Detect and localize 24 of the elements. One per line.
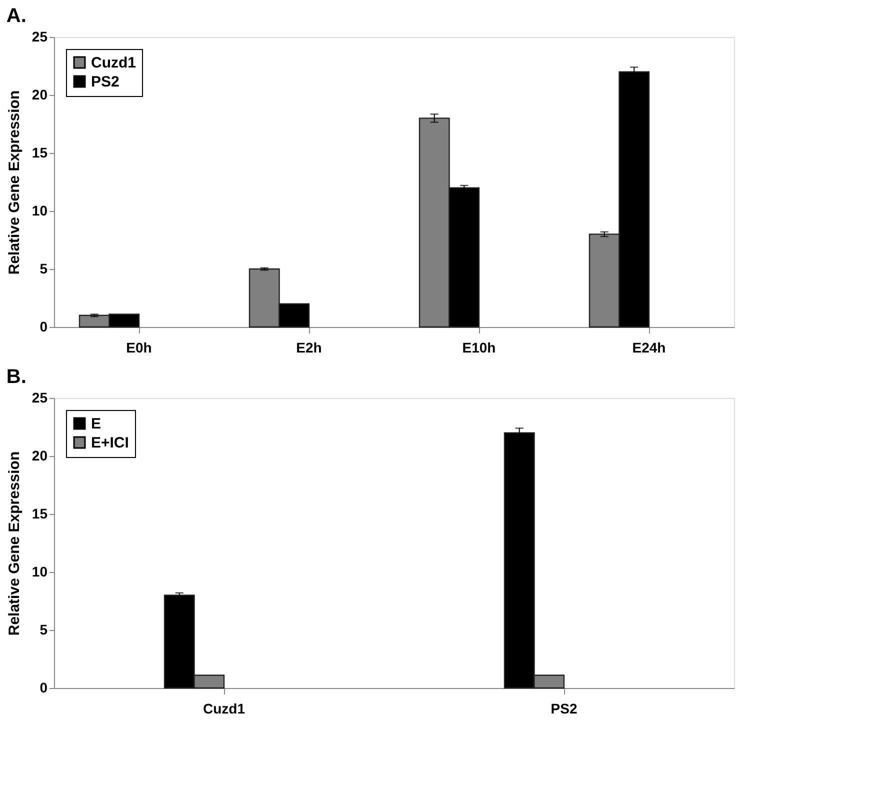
chart-title: B. bbox=[6, 366, 26, 388]
y-tick-label: 10 bbox=[32, 564, 48, 580]
y-tick-label: 5 bbox=[40, 260, 48, 276]
y-tick-label: 20 bbox=[32, 448, 48, 464]
x-tick-label: E24h bbox=[632, 340, 666, 356]
y-tick-label: 20 bbox=[32, 86, 48, 102]
y-tick-label: 25 bbox=[32, 28, 48, 44]
y-tick-label: 5 bbox=[40, 622, 48, 638]
y-tick-label: 0 bbox=[40, 318, 48, 334]
y-axis-title: Relative Gene Expression bbox=[6, 451, 23, 636]
y-tick-label: 10 bbox=[32, 202, 48, 218]
y-axis-title: Relative Gene Expression bbox=[6, 90, 23, 275]
legend-label: Cuzd1 bbox=[91, 54, 136, 72]
legend-label: PS2 bbox=[91, 74, 120, 90]
chart-title: A. bbox=[6, 5, 26, 27]
y-tick-label: 0 bbox=[40, 680, 48, 696]
x-tick-label: E2h bbox=[296, 340, 322, 356]
x-tick-label: E0h bbox=[126, 340, 152, 356]
y-tick-label: 25 bbox=[32, 390, 48, 406]
legend-label: E bbox=[91, 416, 102, 432]
x-tick-label: E10h bbox=[462, 340, 496, 356]
legend-label: E+ICI bbox=[91, 434, 129, 452]
y-tick-label: 15 bbox=[32, 144, 48, 160]
y-tick-label: 15 bbox=[32, 506, 48, 522]
